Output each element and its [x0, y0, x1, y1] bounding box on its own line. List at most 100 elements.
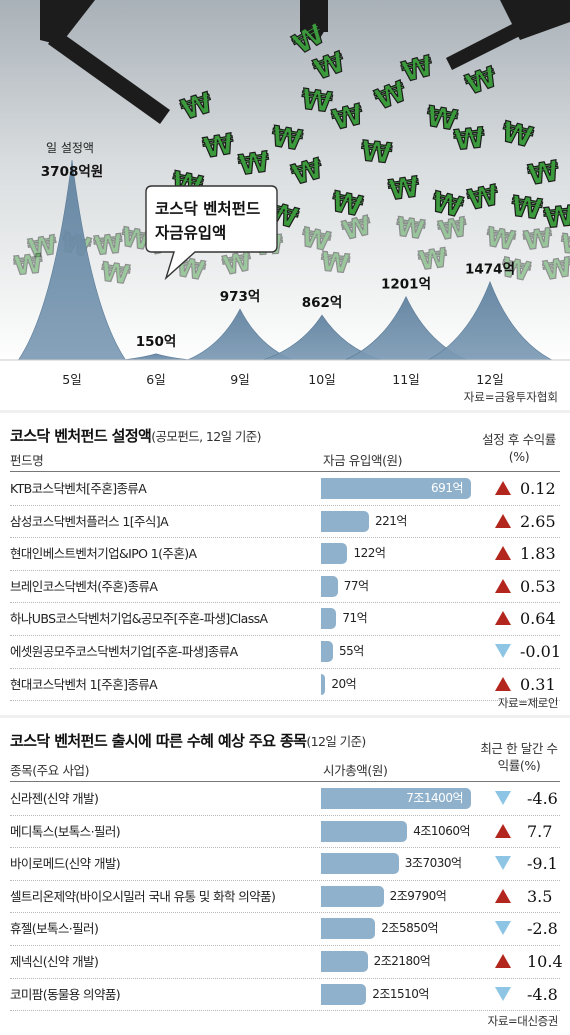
stock-table-subtitle: (12일 기준) [306, 734, 366, 749]
table-row: 하나UBS코스닥벤처기업&공모주[주혼-파생]ClassA 71억 0.64 [0, 602, 570, 635]
down-triangle-icon [495, 856, 511, 871]
peak-value-label: 150억 [136, 334, 177, 350]
row-name: 바이로메드(신약 개발) [10, 856, 121, 872]
up-triangle-icon [495, 611, 511, 626]
bar-value-label: 77억 [343, 578, 369, 593]
bar-value-label: 4조1060억 [413, 823, 471, 838]
table-row: 제넥신(신약 개발) 2조2180억 10.4 [0, 945, 570, 978]
x-tick-label: 11일 [392, 372, 419, 387]
down-triangle-icon [495, 921, 511, 936]
pipe-right-icon [446, 0, 570, 70]
value-bar [321, 885, 384, 907]
table-row: 신라젠(신약 개발) 7조1400억 -4.6 [0, 782, 570, 815]
won-symbol-icon: ₩ [299, 223, 334, 258]
fund-table-title-main: 코스닥 벤처펀드 설정액 [10, 427, 152, 445]
table-row: 셀트리온제약(바이오시밀러 국내 유통 및 화학 의약품) 2조9790억 3.5 [0, 880, 570, 913]
fund-table-title: 코스닥 벤처펀드 설정액(공모펀드, 12일 기준) [10, 425, 262, 446]
bar-value-label: 2조5850억 [381, 921, 439, 936]
won-symbol-icon: ₩ [269, 119, 305, 157]
bar-value-label: 55억 [338, 644, 364, 658]
return-value: -0.01 [520, 642, 562, 661]
table-row: KTB코스닥벤처[주혼]종류A 691억 0.12 [0, 472, 570, 505]
down-triangle-icon [495, 644, 511, 658]
won-symbol-icon: ₩ [436, 212, 470, 247]
up-triangle-icon [495, 513, 511, 528]
fund-header-rule [10, 471, 560, 472]
won-symbol-icon: ₩ [386, 170, 421, 207]
won-symbol-icon: ₩ [394, 212, 427, 246]
section-divider [0, 410, 570, 413]
won-symbol-icon: ₩ [428, 185, 466, 225]
hero-source: 자료=금융투자협회 [464, 390, 558, 404]
return-value: 3.5 [527, 886, 553, 906]
value-bar [321, 510, 369, 532]
bar-value-label: 221억 [374, 513, 407, 528]
row-name: KTB코스닥벤처[주혼]종류A [10, 481, 147, 496]
row-divider [10, 1010, 560, 1012]
row-divider [10, 504, 560, 506]
row-divider [10, 569, 560, 571]
up-triangle-icon [495, 954, 511, 968]
value-bar [321, 918, 376, 940]
won-symbol-icon: ₩ [465, 178, 502, 217]
row-divider [10, 847, 560, 849]
row-name: 코미팜(동물용 의약품) [10, 986, 121, 1002]
won-symbol-icon: ₩ [26, 230, 60, 265]
row-divider [10, 537, 560, 539]
inflow-peak [423, 280, 557, 363]
table-row: 브레인코스닥벤처(주혼)종류A 77억 0.53 [0, 570, 570, 603]
table-row: 코미팜(동물용 의약품) 2조1510억 -4.8 [0, 978, 570, 1011]
x-tick-label: 6일 [146, 372, 165, 387]
won-symbol-icon: ₩ [509, 189, 544, 226]
row-name: 신라젠(신약 개발) [10, 791, 99, 806]
row-name: 제넥신(신약 개발) [10, 954, 99, 969]
value-bar [321, 575, 338, 597]
value-bar [321, 951, 368, 972]
return-value: -9.1 [527, 854, 558, 874]
value-bar [321, 641, 333, 662]
peak-value-label: 3708억원 [41, 164, 103, 180]
won-symbol-icon: ₩ [484, 222, 518, 257]
won-symbol-icon: ₩ [424, 99, 460, 137]
row-name: 하나UBS코스닥벤처기업&공모주[주혼-파생]ClassA [10, 611, 268, 627]
won-symbol-icon: ₩ [329, 185, 366, 224]
stock-col-return-header: 최근 한 달간 수익률(%) [480, 741, 558, 773]
pipe-center-icon [300, 0, 328, 40]
up-triangle-icon [495, 578, 511, 593]
down-triangle-icon [495, 986, 511, 1001]
won-symbol-icon: ₩ [452, 121, 486, 157]
table-row: 메디톡스(보톡스·필러) 4조1060억 7.7 [0, 815, 570, 848]
fund-col-return-header: 설정 후 수익률(%) [482, 432, 556, 464]
bar-value-label: 7조1400억 [406, 791, 463, 805]
row-name: 현대인베스트벤처기업&IPO 1(주혼)A [10, 546, 197, 562]
won-symbol-icon: ₩ [319, 247, 351, 280]
won-symbol-icon: ₩ [417, 243, 450, 277]
row-name: 브레인코스닥벤처(주혼)종류A [10, 578, 158, 594]
fund-inflow-mountain-chart: ₩₩₩₩₩₩₩₩₩₩₩₩₩₩₩₩₩₩₩ ₩ ₩₩ ₩₩₩₩₩₩ ₩ ₩ ₩ ₩ ₩ ₩ ₩₩ ₩ ₩ ₩ ₩… [0, 0, 570, 410]
table-row: 에셋원공모주코스닥벤처기업[주혼-파생]종류A 55억 -0.01 [0, 635, 570, 668]
row-divider [10, 977, 560, 979]
down-triangle-icon [495, 791, 511, 805]
return-value: 0.12 [520, 479, 556, 498]
table-row: 휴젤(보톡스·필러) 2조5850억 -2.8 [0, 912, 570, 945]
stock-table-title: 코스닥 벤처펀드 출시에 따른 수혜 예상 주요 종목(12일 기준) [10, 730, 366, 751]
won-symbol-icon: ₩ [525, 154, 561, 192]
section-divider-2 [0, 715, 570, 718]
peak-value-label: 1474억 [465, 262, 515, 278]
won-symbol-icon: ₩ [299, 82, 334, 119]
up-triangle-icon [495, 546, 511, 561]
fund-col-inflow-header: 자금 유입액(원) [323, 453, 403, 468]
return-value: -2.8 [527, 919, 558, 939]
daily-setting-label: 일 설정액 [46, 141, 94, 155]
x-tick-label: 12일 [476, 372, 503, 387]
stock-table-title-main: 코스닥 벤처펀드 출시에 따른 수혜 예상 주요 종목 [10, 732, 307, 750]
up-triangle-icon [495, 823, 511, 838]
bar-value-label: 2조2180억 [373, 954, 431, 968]
bar-value-label: 71억 [342, 611, 368, 626]
value-bar [321, 543, 348, 565]
bar-value-label: 691억 [431, 481, 463, 495]
stock-col-cap-header: 시가총액(원) [323, 763, 388, 778]
won-symbol-icon: ₩ [542, 199, 570, 235]
fund-col-name-header: 펀드명 [10, 453, 44, 468]
row-divider [10, 814, 560, 816]
